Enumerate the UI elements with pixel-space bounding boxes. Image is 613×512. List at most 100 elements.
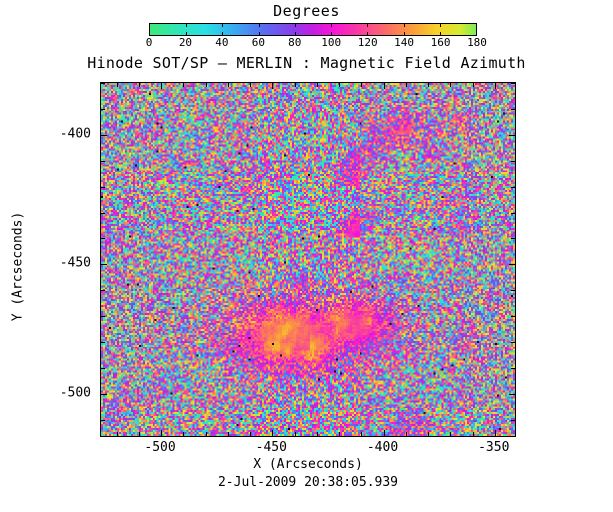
axis-major-tick [161, 430, 163, 436]
axis-minor-tick [511, 342, 515, 344]
timestamp-caption: 2-Jul-2009 20:38:05.939 [217, 475, 398, 490]
colorbar-tick [222, 24, 224, 27]
axis-minor-tick [472, 432, 474, 436]
x-axis-label: X (Arcseconds) [253, 457, 363, 472]
axis-minor-tick [101, 290, 105, 292]
axis-minor-tick [101, 212, 105, 214]
axis-minor-tick [101, 342, 105, 344]
axis-minor-tick [511, 238, 515, 240]
colorbar-tick-label: 140 [394, 36, 415, 49]
axis-major-tick [494, 430, 496, 436]
axis-minor-tick [472, 83, 474, 87]
axis-minor-tick [511, 108, 515, 110]
axis-minor-tick [450, 432, 452, 436]
axis-minor-tick [511, 290, 515, 292]
axis-minor-tick [511, 316, 515, 318]
colorbar-tick [258, 24, 260, 27]
colorbar-tick-label: 80 [288, 36, 302, 49]
y-tick-label: -500 [59, 385, 91, 401]
axis-major-tick [101, 264, 107, 266]
axis-minor-tick [361, 83, 363, 87]
colorbar-tick-label: 100 [321, 36, 342, 49]
axis-minor-tick [511, 160, 515, 162]
azimuth-image-plot [100, 82, 516, 437]
axis-minor-tick [405, 432, 407, 436]
colorbar-tick [186, 24, 188, 27]
axis-minor-tick [428, 83, 430, 87]
colorbar-title: Degrees [273, 2, 340, 20]
colorbar-tick-label: 160 [430, 36, 451, 49]
colorbar-tick [294, 24, 296, 27]
axis-major-tick [509, 264, 515, 266]
axis-minor-tick [294, 83, 296, 87]
axis-minor-tick [116, 83, 118, 87]
axis-minor-tick [511, 368, 515, 370]
colorbar-tick-label: 120 [357, 36, 378, 49]
axis-major-tick [383, 83, 385, 89]
colorbar-tick-label: 0 [145, 36, 153, 49]
axis-minor-tick [428, 432, 430, 436]
axis-minor-tick [101, 316, 105, 318]
colorbar-tick [403, 24, 405, 27]
axis-minor-tick [183, 83, 185, 87]
axis-minor-tick [101, 83, 105, 84]
colorbar-ramp [149, 23, 477, 36]
axis-major-tick [272, 83, 274, 89]
axis-major-tick [509, 393, 515, 395]
axis-major-tick [494, 83, 496, 89]
axis-minor-tick [227, 83, 229, 87]
axis-minor-tick [101, 419, 105, 421]
axis-minor-tick [450, 83, 452, 87]
axis-minor-tick [101, 368, 105, 370]
axis-minor-tick [138, 432, 140, 436]
colorbar-tick [258, 32, 260, 35]
colorbar-tick [222, 32, 224, 35]
x-axis-tick-labels: -500 -450 -400 -350 [100, 440, 516, 458]
axis-minor-tick [116, 432, 118, 436]
x-tick-label: -500 [144, 440, 176, 455]
colorbar-tick [331, 32, 333, 35]
colorbar-gradient [150, 24, 476, 35]
colorbar-tick-label: 180 [467, 36, 487, 49]
y-axis-tick-labels: -400 -450 -500 [0, 82, 95, 437]
colorbar-tick [403, 32, 405, 35]
axis-minor-tick [183, 432, 185, 436]
colorbar-tick [186, 32, 188, 35]
axis-minor-tick [339, 83, 341, 87]
axis-minor-tick [339, 432, 341, 436]
axis-minor-tick [405, 83, 407, 87]
colorbar-tick [439, 24, 441, 27]
axis-minor-tick [138, 83, 140, 87]
colorbar-tick-labels: 0 20 40 60 80 100 120 140 160 180 [145, 36, 487, 50]
y-tick-label: -450 [59, 255, 91, 271]
axis-minor-tick [361, 432, 363, 436]
axis-minor-tick [205, 83, 207, 87]
colorbar-tick [439, 32, 441, 35]
x-tick-label: -400 [366, 440, 399, 455]
axis-minor-tick [101, 238, 105, 240]
plot-title: Hinode SOT/SP — MERLIN : Magnetic Field … [87, 54, 526, 72]
x-tick-label: -450 [255, 440, 287, 455]
colorbar-tick [294, 32, 296, 35]
axis-minor-tick [101, 160, 105, 162]
axis-major-tick [272, 430, 274, 436]
azimuth-heatmap [101, 83, 515, 436]
axis-minor-tick [101, 186, 105, 188]
colorbar-tick [367, 32, 369, 35]
y-axis-label: Y (Arcseconds) [10, 211, 26, 322]
y-tick-label: -400 [59, 126, 91, 142]
axis-major-tick [101, 134, 107, 136]
colorbar-tick-label: 20 [178, 36, 193, 49]
axis-minor-tick [511, 186, 515, 188]
axis-minor-tick [511, 212, 515, 214]
axis-major-tick [383, 430, 385, 436]
axis-minor-tick [101, 108, 105, 110]
axis-minor-tick [227, 432, 229, 436]
colorbar: Degrees 0 20 40 60 80 100 120 140 160 180 [0, 0, 613, 52]
axis-minor-tick [294, 432, 296, 436]
colorbar-tick-label: 60 [251, 36, 265, 49]
axis-minor-tick [205, 432, 207, 436]
axis-major-tick [509, 134, 515, 136]
axis-minor-tick [316, 432, 318, 436]
